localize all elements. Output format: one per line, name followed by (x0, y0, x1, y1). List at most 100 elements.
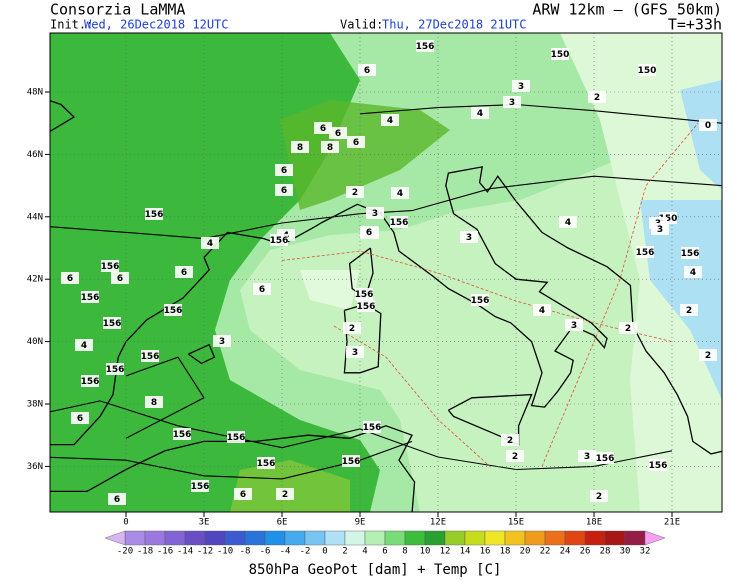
contour-label: 6 (111, 272, 129, 284)
colorbar-caption: 850hPa GeoPot [dam] + Temp [C] (249, 562, 502, 578)
contour-label-bg (578, 450, 596, 462)
lat-label: 48N (27, 88, 43, 98)
contour-label: 3 (213, 335, 231, 347)
contour-label-bg (201, 237, 219, 249)
contour-label: 6 (329, 127, 347, 139)
lat-label: 44N (27, 212, 43, 222)
lon-label: 12E (430, 518, 446, 528)
valid-label: Valid: (340, 18, 383, 32)
contour-label: 156 (636, 246, 654, 258)
colorbar-label: -6 (260, 547, 271, 557)
lat-label: 38N (27, 400, 43, 410)
contour-label-text: 156 (416, 42, 435, 52)
contour-label: 2 (699, 349, 717, 361)
contour-label: 6 (358, 64, 376, 76)
colorbar-segment (624, 530, 646, 546)
colorbar-segment (604, 530, 626, 546)
init-time: Wed, 26Dec2018 12UTC (84, 18, 229, 32)
contour-label-text: 156 (81, 377, 100, 387)
contour-label-text: 156 (649, 461, 668, 471)
contour-label-bg (329, 127, 347, 139)
contour-label-bg (512, 80, 530, 92)
contour-label: 6 (71, 412, 89, 424)
contour-label-bg (343, 322, 361, 334)
source-title: Consorzia LaMMA (50, 1, 185, 19)
colorbar-segment (544, 530, 566, 546)
contour-label: 156 (471, 294, 489, 306)
contour-label: 4 (75, 339, 93, 351)
contour-label-text: 156 (257, 459, 276, 469)
map-area: 1561501506324346686664432156156415615666… (50, 33, 722, 512)
contour-label-bg (471, 294, 489, 306)
contour-label-text: 4 (397, 189, 403, 199)
contour-label: 6 (234, 488, 252, 500)
colorbar-arrow-right (644, 530, 666, 546)
colorbar-label: 4 (362, 547, 367, 557)
contour-label-text: 6 (353, 138, 359, 148)
colorbar-label: 32 (640, 547, 651, 557)
contour-label: 156 (81, 291, 99, 303)
contour-label-bg (173, 428, 191, 440)
contour-label-bg (501, 434, 519, 446)
contour-label-text: 0 (705, 121, 711, 131)
contour-label-text: 6 (364, 66, 370, 76)
contour-label: 156 (681, 247, 699, 259)
contour-label-text: 6 (114, 495, 120, 505)
contour-label: 156 (596, 452, 614, 464)
contour-label-text: 156 (103, 319, 122, 329)
contour-label: 2 (588, 91, 606, 103)
contour-label-text: 3 (571, 321, 577, 331)
contour-label-text: 156 (357, 302, 376, 312)
colorbar-segment (564, 530, 586, 546)
colorbar-label: 10 (420, 547, 431, 557)
contour-label-text: 150 (638, 66, 657, 76)
contour-label-text: 6 (77, 414, 83, 424)
contour-label-text: 156 (101, 262, 120, 272)
model-title: ARW 12km – (GFS 50km) (532, 1, 722, 19)
contour-label-text: 4 (539, 306, 545, 316)
contour-label-text: 6 (117, 274, 123, 284)
contour-label-bg (684, 266, 702, 278)
contour-label-bg (253, 283, 271, 295)
colorbar-label: 22 (540, 547, 551, 557)
contour-label-bg (321, 141, 339, 153)
colorbar-label: -20 (117, 547, 133, 557)
contour-label-text: 3 (518, 82, 524, 92)
contour-label-text: 156 (342, 457, 361, 467)
contour-label-bg (81, 291, 99, 303)
contour-label-text: 4 (387, 116, 393, 126)
contour-label-text: 6 (366, 228, 372, 238)
contour-label: 8 (321, 141, 339, 153)
geopotential-isoline (50, 440, 413, 480)
contour-label-text: 6 (240, 490, 246, 500)
contour-label: 4 (533, 304, 551, 316)
contour-label-bg (619, 322, 637, 334)
colorbar-segment (324, 530, 346, 546)
contour-label-text: 156 (141, 352, 160, 362)
contour-label: 2 (506, 450, 524, 462)
contour-label-text: 4 (565, 218, 571, 228)
contour-label-bg (276, 488, 294, 500)
contour-label: 3 (460, 231, 478, 243)
colorbar-label: -18 (137, 547, 153, 557)
contour-label-bg (357, 300, 375, 312)
contour-label-text: 6 (320, 124, 326, 134)
contour-label-text: 2 (686, 306, 692, 316)
contour-label-bg (101, 260, 119, 272)
contour-label-bg (342, 455, 360, 467)
contour-label: 8 (145, 396, 163, 408)
contour-label-bg (275, 184, 293, 196)
contour-label-bg (590, 490, 608, 502)
coastline (188, 343, 216, 365)
colorbar-label: 12 (440, 547, 451, 557)
colorbar-segment (144, 530, 166, 546)
contour-label: 156 (270, 234, 288, 246)
contour-label-text: 8 (327, 143, 333, 153)
contour-label: 156 (390, 216, 408, 228)
contour-label-bg (559, 216, 577, 228)
contour-label-bg (651, 223, 669, 235)
contour-label-bg (61, 272, 79, 284)
contour-label-text: 8 (151, 398, 157, 408)
contour-label: 2 (501, 434, 519, 446)
